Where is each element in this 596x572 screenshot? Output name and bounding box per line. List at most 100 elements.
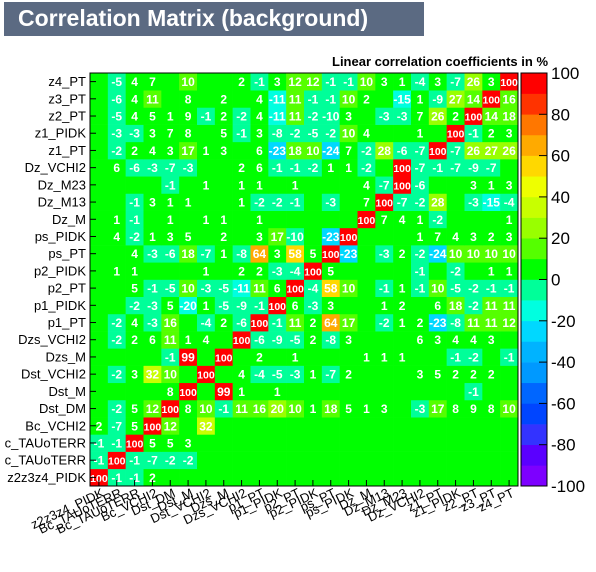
cell-value-label: 17	[431, 402, 445, 416]
heatmap-cell	[428, 124, 447, 143]
heatmap-cell	[232, 348, 251, 366]
cell-value-label: -9	[272, 333, 283, 347]
cell-value-label: 100	[90, 473, 108, 485]
heatmap-cell	[143, 382, 162, 401]
heatmap-cell	[482, 176, 501, 194]
heatmap-cell	[446, 331, 465, 349]
heatmap-cell	[357, 468, 376, 487]
cell-value-label: -8	[236, 247, 247, 261]
heatmap-cell	[446, 279, 465, 298]
cell-value-label: -24	[322, 144, 340, 158]
heatmap-cell	[107, 210, 126, 229]
heatmap-cell	[500, 468, 519, 487]
heatmap-cell	[411, 107, 430, 125]
heatmap-cell	[107, 417, 126, 435]
heatmap-cell	[482, 331, 501, 349]
cell-value-label: -2	[361, 144, 372, 158]
heatmap-cell	[411, 313, 430, 332]
heatmap-cell	[232, 176, 251, 194]
heatmap-cell	[90, 107, 109, 125]
heatmap-cell	[143, 468, 162, 487]
heatmap-cell	[286, 245, 305, 263]
heatmap-cell	[393, 245, 412, 263]
heatmap-cell	[90, 417, 109, 435]
heatmap-cell	[411, 73, 430, 91]
colorbar-band	[521, 465, 547, 487]
cell-value-label: -15	[483, 196, 501, 210]
cell-value-label: -1	[432, 161, 443, 175]
cell-value-label: 11	[289, 316, 302, 330]
cell-value-label: -1	[379, 282, 390, 296]
cell-value-label: 5	[345, 402, 352, 416]
heatmap-cell	[375, 90, 394, 108]
cell-value-label: -1	[504, 282, 515, 296]
heatmap-cell	[500, 279, 519, 298]
cell-value-label: -4	[504, 196, 515, 210]
heatmap-cell	[107, 73, 126, 91]
heatmap-cell	[107, 90, 126, 108]
heatmap-cell	[232, 365, 251, 384]
colorbar-tick-label: -40	[551, 353, 576, 372]
colorbar-tick-label: -60	[551, 394, 576, 413]
heatmap-cell	[143, 210, 162, 229]
cell-value-label: -7	[415, 144, 426, 158]
cell-value-label: 10	[449, 247, 463, 261]
heatmap-cell	[161, 417, 180, 435]
cell-value-label: 20	[271, 402, 285, 416]
heatmap-cell	[446, 451, 465, 470]
heatmap-cell	[428, 331, 447, 349]
heatmap-cell	[321, 73, 340, 91]
cell-value-label: -2	[183, 454, 194, 468]
colorbar-tick-label: 0	[551, 271, 560, 290]
cell-value-label: 2	[238, 75, 245, 89]
cell-value-label: -4	[308, 282, 319, 296]
cell-value-label: -5	[290, 333, 301, 347]
heatmap-cell	[107, 468, 126, 487]
cell-value-label: 4	[203, 333, 210, 347]
heatmap-cell	[375, 124, 394, 143]
heatmap-cell	[411, 451, 430, 470]
heatmap-cell	[179, 365, 198, 384]
heatmap-cell	[375, 296, 394, 315]
cell-value-label: 7	[381, 213, 388, 227]
cell-value-label: -1	[165, 178, 176, 192]
heatmap-cell	[90, 176, 109, 194]
heatmap-cell	[411, 210, 430, 229]
heatmap-cell	[214, 176, 233, 194]
cell-value-label: -6	[415, 178, 426, 192]
heatmap-cell	[250, 159, 269, 177]
cell-value-label: 1	[274, 385, 281, 399]
heatmap-cell	[428, 262, 447, 280]
heatmap-cell	[107, 262, 126, 280]
cell-value-label: 3	[256, 230, 263, 244]
heatmap-cell	[197, 331, 216, 349]
heatmap-cell	[339, 124, 358, 143]
heatmap-cell	[268, 245, 287, 263]
heatmap-cell	[339, 348, 358, 366]
heatmap-cell	[304, 193, 323, 211]
y-tick-label: Dz_VCHI2	[25, 160, 86, 175]
heatmap-cell	[482, 107, 501, 125]
heatmap-cell	[268, 193, 287, 211]
cell-value-label: -4	[415, 75, 426, 89]
heatmap-cell	[411, 227, 430, 246]
cell-value-label: -6	[236, 316, 247, 330]
heatmap-cell	[268, 434, 287, 452]
heatmap-cell	[268, 90, 287, 108]
heatmap-cell	[232, 279, 251, 298]
heatmap-cell	[250, 382, 269, 401]
heatmap-cell	[375, 382, 394, 401]
cell-value-label: 7	[149, 75, 156, 89]
heatmap-cell	[393, 279, 412, 298]
heatmap-cell	[357, 279, 376, 298]
cell-value-label: 1	[399, 316, 406, 330]
heatmap-cell	[214, 417, 233, 435]
cell-value-label: 64	[253, 247, 267, 261]
heatmap-cell	[339, 73, 358, 91]
heatmap-cell	[125, 279, 144, 298]
cell-value-label: 32	[199, 419, 213, 433]
cell-value-label: 14	[485, 110, 499, 124]
heatmap-cell	[446, 141, 465, 160]
heatmap-cell	[125, 107, 144, 125]
heatmap-cell	[197, 176, 216, 194]
